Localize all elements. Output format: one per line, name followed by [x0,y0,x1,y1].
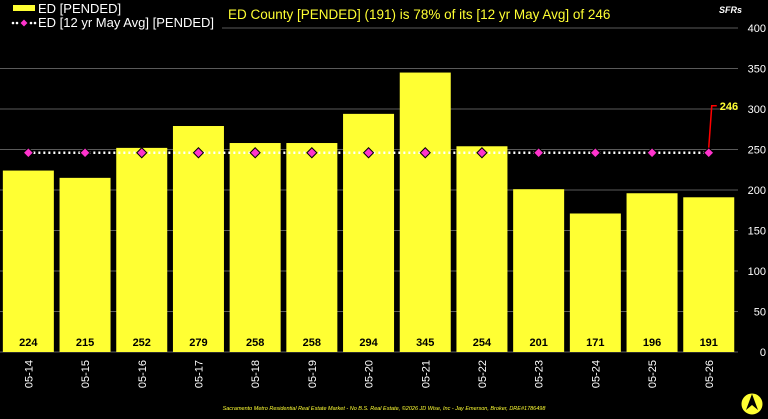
y-tick-label: 250 [748,145,766,157]
bar [59,177,111,352]
average-marker [532,147,545,159]
y-tick-label: 300 [748,104,766,116]
legend: ED [PENDED] ED [12 yr May Avg] [PENDED] [0,0,222,32]
legend-swatch-bar [13,5,35,11]
y-tick-label: 350 [748,64,766,76]
bar [569,213,621,352]
x-tick-label: 05-22 [477,360,489,388]
bar [116,147,168,352]
bar-value-label: 279 [189,337,207,349]
average-marker [703,147,715,159]
bar-value-label: 224 [19,337,38,349]
average-callout: 246 [708,101,738,148]
average-marker [419,147,431,159]
bar-value-label: 252 [133,337,151,349]
bar [286,143,338,352]
bar [683,197,735,352]
y-tick-label: 100 [748,266,766,278]
bar [456,146,508,352]
bar-value-label: 345 [416,337,434,349]
x-tick-label: 05-19 [307,360,319,388]
bar-value-label: 196 [643,337,661,349]
average-marker [249,147,261,159]
bar [229,143,281,352]
x-tick-label: 05-15 [80,360,92,388]
bar [626,193,678,352]
x-tick-label: 05-17 [193,360,205,388]
average-marker [476,147,488,159]
bar-value-label: 201 [529,337,547,349]
callout-label: 246 [720,101,738,113]
x-axis-ticks: 05-14 05-15 05-16 05-17 05-18 05-19 05-20 05-21… [23,360,715,388]
x-tick-label: 05-21 [420,360,432,388]
callout-leader [708,105,717,148]
x-tick-label: 05-18 [250,360,262,388]
y-axis-unit: SFRs [719,5,742,15]
y-tick-label: 0 [760,347,766,359]
bar [172,126,224,352]
x-tick-label: 05-14 [23,360,35,388]
bar [399,72,451,353]
legend-box [0,0,222,32]
average-marker [589,147,602,159]
legend-swatch-line [11,18,37,28]
average-marker [192,147,205,159]
x-tick-label: 05-24 [590,360,602,388]
average-marker [136,147,148,159]
legend-entry-pended: ED [PENDED] [38,1,121,16]
footer-credit: Sacramento Metro Residential Real Estate… [223,405,547,412]
y-axis-ticks: 0 50 100 150 200 250 300 350 400 [748,23,766,359]
bar [513,189,565,352]
y-tick-label: 200 [748,185,766,197]
x-tick-label: 05-25 [647,360,659,388]
average-marker [306,147,318,159]
bar-value-label: 258 [303,337,321,349]
average-marker [646,147,658,159]
average-line [22,147,715,159]
bar-value-label: 215 [76,337,94,349]
y-tick-label: 150 [748,226,766,238]
y-tick-label: 400 [748,23,766,35]
chart-title: ED County [PENDED] (191) is 78% of its [… [228,7,610,22]
average-marker [79,147,91,159]
average-marker [362,147,375,159]
legend-entry-avg: ED [12 yr May Avg] [PENDED] [38,15,214,30]
bar-value-label: 171 [586,337,604,349]
bar-value-label: 191 [700,337,718,349]
x-tick-label: 05-20 [364,360,376,388]
x-tick-label: 05-26 [704,360,716,388]
x-tick-label: 05-23 [534,360,546,388]
bar-value-label: 258 [246,337,264,349]
x-tick-label: 05-16 [137,360,149,388]
bar [2,170,54,352]
bars: 224 215 252 279 258 258 294 345 254 201 171 196 191 [2,72,735,353]
bar-value-label: 254 [473,337,492,349]
bar-value-label: 294 [359,337,378,349]
compass-logo-icon [740,392,764,416]
y-tick-label: 50 [754,307,766,319]
average-marker [22,147,35,159]
